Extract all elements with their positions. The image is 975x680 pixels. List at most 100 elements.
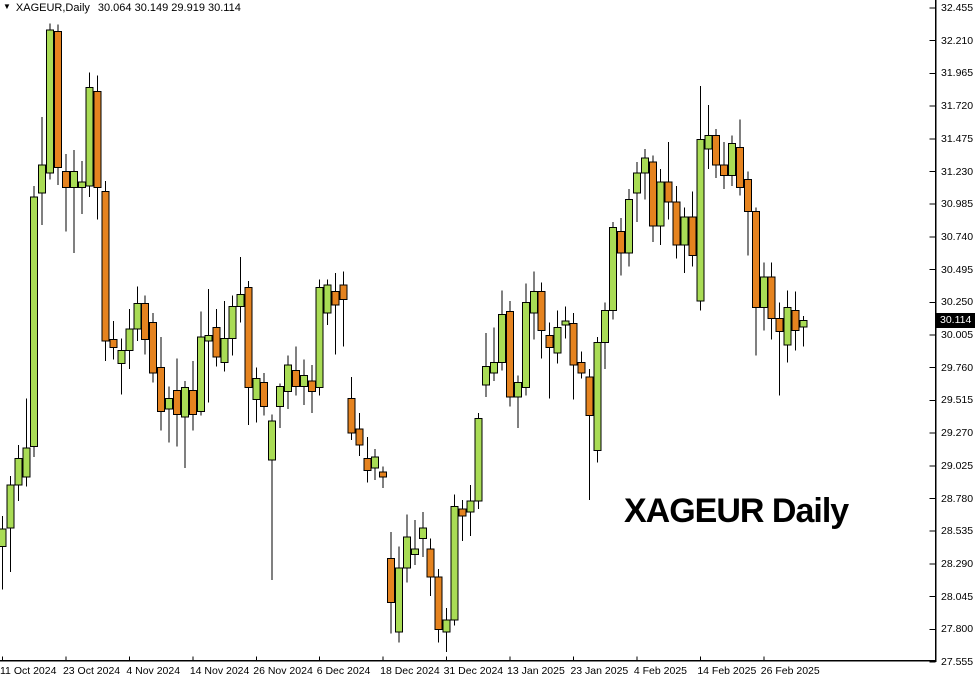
candle-body-bull [220, 337, 229, 363]
candle [529, 271, 538, 340]
candle [244, 280, 253, 426]
candle-body-bull [38, 164, 47, 194]
candle-body-bear [434, 576, 443, 630]
price-scale-label: 31.720 [941, 100, 974, 113]
candle-body-bear [141, 303, 150, 341]
candle-body-bull [283, 364, 292, 393]
candle-body-bull [513, 381, 522, 398]
candle [434, 569, 443, 643]
candle [498, 290, 507, 371]
price-scale-label: 30.250 [941, 296, 974, 309]
candle [513, 375, 522, 428]
candle-body-bull [553, 327, 562, 354]
candle [537, 282, 546, 359]
candle [268, 414, 277, 580]
candle-body-bull [236, 293, 245, 307]
candle-body-bear [212, 327, 221, 358]
price-scale-label: 29.025 [941, 459, 974, 472]
candle [172, 358, 181, 447]
candle-body-bear [735, 146, 744, 189]
axes-layer [0, 0, 937, 663]
candle-body-bull [474, 417, 483, 502]
time-scale-label: 23 Jan 2025 [570, 665, 629, 677]
candle [46, 23, 55, 180]
candle-body-bull [204, 335, 213, 342]
candle-body-bull [624, 199, 633, 254]
candle [38, 116, 47, 225]
candle [648, 155, 657, 243]
candle [188, 361, 197, 431]
candle-body-bear [291, 369, 300, 387]
current-price-badge: 30.114 [936, 312, 975, 328]
candle [712, 128, 721, 179]
candle [141, 295, 150, 355]
candle-body-bear [101, 191, 110, 342]
candle-body-bull [442, 619, 451, 633]
time-scale-label: 4 Nov 2024 [126, 665, 181, 677]
candle [109, 320, 118, 360]
candle-body-bull [196, 336, 205, 413]
candle [656, 168, 665, 245]
candle-body-bull [418, 527, 427, 540]
candle [696, 86, 705, 311]
candle [363, 437, 372, 483]
candle-body-bear [149, 321, 158, 374]
price-scale-label: 30.005 [941, 329, 974, 341]
candle-body-bull [165, 397, 174, 410]
candle [30, 186, 39, 458]
candle-body-bull [252, 377, 261, 401]
candle-body-bull [498, 313, 507, 363]
candle-body-bull [402, 536, 411, 569]
candle-body-bear [664, 181, 673, 203]
candle [355, 413, 364, 456]
candle [252, 367, 261, 423]
time-scale-label: 14 Nov 2024 [189, 665, 250, 677]
candle [506, 300, 515, 407]
candle [617, 218, 626, 276]
candle-body-bull [490, 361, 499, 374]
candle-body-bull [180, 387, 189, 418]
candle [379, 466, 388, 488]
candle [260, 373, 269, 416]
candle-body-bear [339, 284, 348, 301]
candle [395, 546, 403, 643]
candle-body-bull [323, 284, 332, 314]
candle [101, 180, 110, 362]
candle [0, 515, 7, 590]
candle-body-bull [640, 157, 649, 174]
time-scale-label: 23 Oct 2024 [62, 665, 121, 677]
candle [585, 369, 594, 500]
candle [561, 306, 570, 339]
candle-body-bull [783, 307, 792, 346]
candle [347, 377, 356, 440]
price-scale-label: 29.760 [941, 361, 974, 374]
candle-body-bull [561, 320, 570, 326]
chart-watermark: XAGEUR Daily [624, 492, 849, 530]
price-scale-label: 28.290 [941, 557, 974, 570]
collapse-ohlc-icon[interactable]: ▼ [3, 2, 11, 11]
candle-body-bull [609, 227, 618, 311]
candle-body-bear [61, 171, 70, 189]
candle [759, 262, 768, 331]
price-scale-label: 28.535 [941, 525, 974, 538]
candle-body-bear [307, 380, 316, 393]
candle [601, 302, 610, 370]
time-scale-label: 4 Feb 2025 [633, 665, 688, 677]
ohlc-values-label: 30.064 30.149 29.919 30.114 [97, 2, 241, 14]
candle-body-bull [133, 303, 142, 330]
candle-body-bull [14, 457, 23, 486]
candle-body-bear [712, 134, 721, 166]
candle [236, 256, 245, 323]
candle [442, 607, 451, 652]
candle [751, 207, 760, 356]
candle [402, 514, 411, 583]
candle-body-bear [617, 231, 626, 254]
candle [14, 445, 23, 502]
candle [228, 295, 237, 356]
candle-body-bull [601, 309, 610, 343]
candle [133, 286, 142, 342]
time-scale-label: 14 Feb 2025 [697, 665, 757, 677]
candle [85, 72, 94, 197]
candle [458, 499, 467, 542]
